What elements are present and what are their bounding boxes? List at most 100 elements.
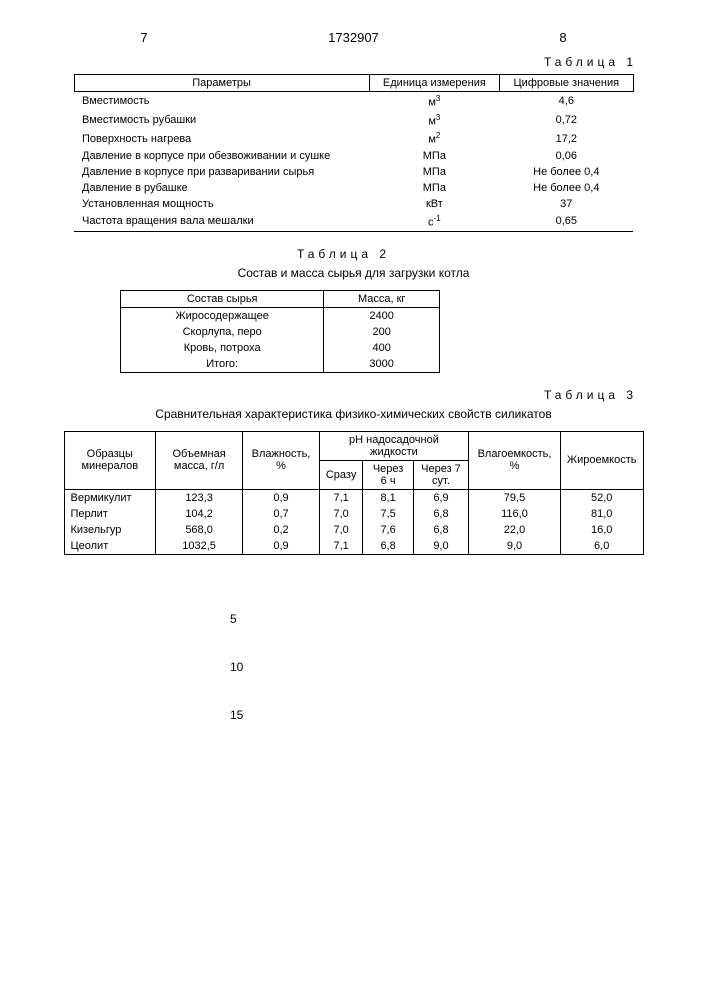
cell-unit: м3 <box>369 92 499 111</box>
cell: 9,0 <box>469 538 561 555</box>
cell: 6,0 <box>560 538 643 555</box>
table2-label: Таблица 2 <box>50 247 637 261</box>
cell: 6,8 <box>363 538 414 555</box>
t3-sh2: Через 7 сут. <box>413 460 468 489</box>
cell: 6,9 <box>413 489 468 506</box>
table-row: Давление в рубашкеМПаНе более 0,4 <box>74 180 633 196</box>
cell: 7,0 <box>319 522 362 538</box>
cell-value: 4,6 <box>500 92 633 111</box>
page-header: 7 1732907 8 <box>50 30 657 45</box>
header-center: 1732907 <box>328 30 379 45</box>
t3-sh1: Через 6 ч <box>363 460 414 489</box>
table-row: Поверхность нагревам217,2 <box>74 129 633 148</box>
ln-10: 10 <box>230 643 657 691</box>
header-right: 8 <box>559 30 566 45</box>
cell: Перлит <box>64 506 156 522</box>
cell: Итого: <box>121 356 324 373</box>
cell: 7,1 <box>319 489 362 506</box>
table3: Образцы минералов Объемная масса, г/л Вл… <box>64 431 644 555</box>
cell-value: Не более 0,4 <box>500 164 633 180</box>
ln-15: 15 <box>230 691 657 739</box>
cell-value: 0,65 <box>500 212 633 231</box>
table-row: Вместимость рубашким30,72 <box>74 111 633 130</box>
header-left: 7 <box>140 30 147 45</box>
cell: 400 <box>324 340 440 356</box>
table1-header-row: Параметры Единица измерения Цифровые зна… <box>74 75 633 92</box>
cell-param: Поверхность нагрева <box>74 129 369 148</box>
table-row: Давление в корпусе при обезвоживании и с… <box>74 148 633 164</box>
table2-caption: Состав и масса сырья для загрузки котла <box>50 266 657 280</box>
cell-param: Частота вращения вала мешалки <box>74 212 369 231</box>
table2: Состав сырья Масса, кг Жиросодержащее240… <box>120 290 440 373</box>
cell: 0,9 <box>243 538 320 555</box>
table-row: Вместимостьм34,6 <box>74 92 633 111</box>
cell-param: Давление в корпусе при разваривании сырь… <box>74 164 369 180</box>
cell: 22,0 <box>469 522 561 538</box>
cell-unit: МПа <box>369 148 499 164</box>
table-row: Давление в корпусе при разваривании сырь… <box>74 164 633 180</box>
t3-h-water: Влагоемкость, % <box>469 431 561 489</box>
t3-sh0: Сразу <box>319 460 362 489</box>
table1-h1: Единица измерения <box>369 75 499 92</box>
cell-value: 17,2 <box>500 129 633 148</box>
table2-h0: Состав сырья <box>121 290 324 307</box>
line-numbers: 5 10 15 <box>230 595 657 739</box>
cell: 3000 <box>324 356 440 373</box>
table1-h2: Цифровые значения <box>500 75 633 92</box>
cell: 16,0 <box>560 522 643 538</box>
table3-label: Таблица 3 <box>50 388 637 402</box>
table2-header-row: Состав сырья Масса, кг <box>121 290 440 307</box>
cell: 104,2 <box>156 506 243 522</box>
table1-label: Таблица 1 <box>50 55 637 69</box>
table1-h0: Параметры <box>74 75 369 92</box>
cell: Вермикулит <box>64 489 156 506</box>
cell-unit: МПа <box>369 164 499 180</box>
cell: 9,0 <box>413 538 468 555</box>
cell-unit: с-1 <box>369 212 499 231</box>
cell: 7,0 <box>319 506 362 522</box>
table3-header-row1: Образцы минералов Объемная масса, г/л Вл… <box>64 431 643 460</box>
cell-param: Вместимость <box>74 92 369 111</box>
t3-h-samples: Образцы минералов <box>64 431 156 489</box>
cell: 7,6 <box>363 522 414 538</box>
cell: 123,3 <box>156 489 243 506</box>
table-row: Кровь, потроха400 <box>121 340 440 356</box>
cell: 79,5 <box>469 489 561 506</box>
cell: 7,1 <box>319 538 362 555</box>
cell: 6,8 <box>413 506 468 522</box>
t3-h-moisture: Влажность, % <box>243 431 320 489</box>
cell: Цеолит <box>64 538 156 555</box>
cell-param: Давление в корпусе при обезвоживании и с… <box>74 148 369 164</box>
t3-h-ph: рН надосадочной жидкости <box>319 431 468 460</box>
cell: 52,0 <box>560 489 643 506</box>
cell: 7,5 <box>363 506 414 522</box>
cell: Кровь, потроха <box>121 340 324 356</box>
cell-value: 0,06 <box>500 148 633 164</box>
cell: 0,7 <box>243 506 320 522</box>
cell: 81,0 <box>560 506 643 522</box>
cell-unit: МПа <box>369 180 499 196</box>
table-row: Перлит104,20,77,07,56,8116,081,0 <box>64 506 643 522</box>
cell-param: Давление в рубашке <box>74 180 369 196</box>
cell: 1032,5 <box>156 538 243 555</box>
table2-h1: Масса, кг <box>324 290 440 307</box>
cell: 2400 <box>324 307 440 324</box>
table-row: Итого:3000 <box>121 356 440 373</box>
cell-unit: м3 <box>369 111 499 130</box>
cell-value: 37 <box>500 196 633 212</box>
cell: 8,1 <box>363 489 414 506</box>
cell: Жиросодержащее <box>121 307 324 324</box>
ln-5: 5 <box>230 595 657 643</box>
cell: 0,2 <box>243 522 320 538</box>
cell: 0,9 <box>243 489 320 506</box>
cell-value: 0,72 <box>500 111 633 130</box>
table1: Параметры Единица измерения Цифровые зна… <box>74 74 634 232</box>
cell: Скорлупа, перо <box>121 324 324 340</box>
cell: 116,0 <box>469 506 561 522</box>
cell-unit: кВт <box>369 196 499 212</box>
table-row: Скорлупа, перо200 <box>121 324 440 340</box>
table-row: Частота вращения вала мешалкис-10,65 <box>74 212 633 231</box>
cell: 568,0 <box>156 522 243 538</box>
cell: Кизельгур <box>64 522 156 538</box>
table-row: Жиросодержащее2400 <box>121 307 440 324</box>
